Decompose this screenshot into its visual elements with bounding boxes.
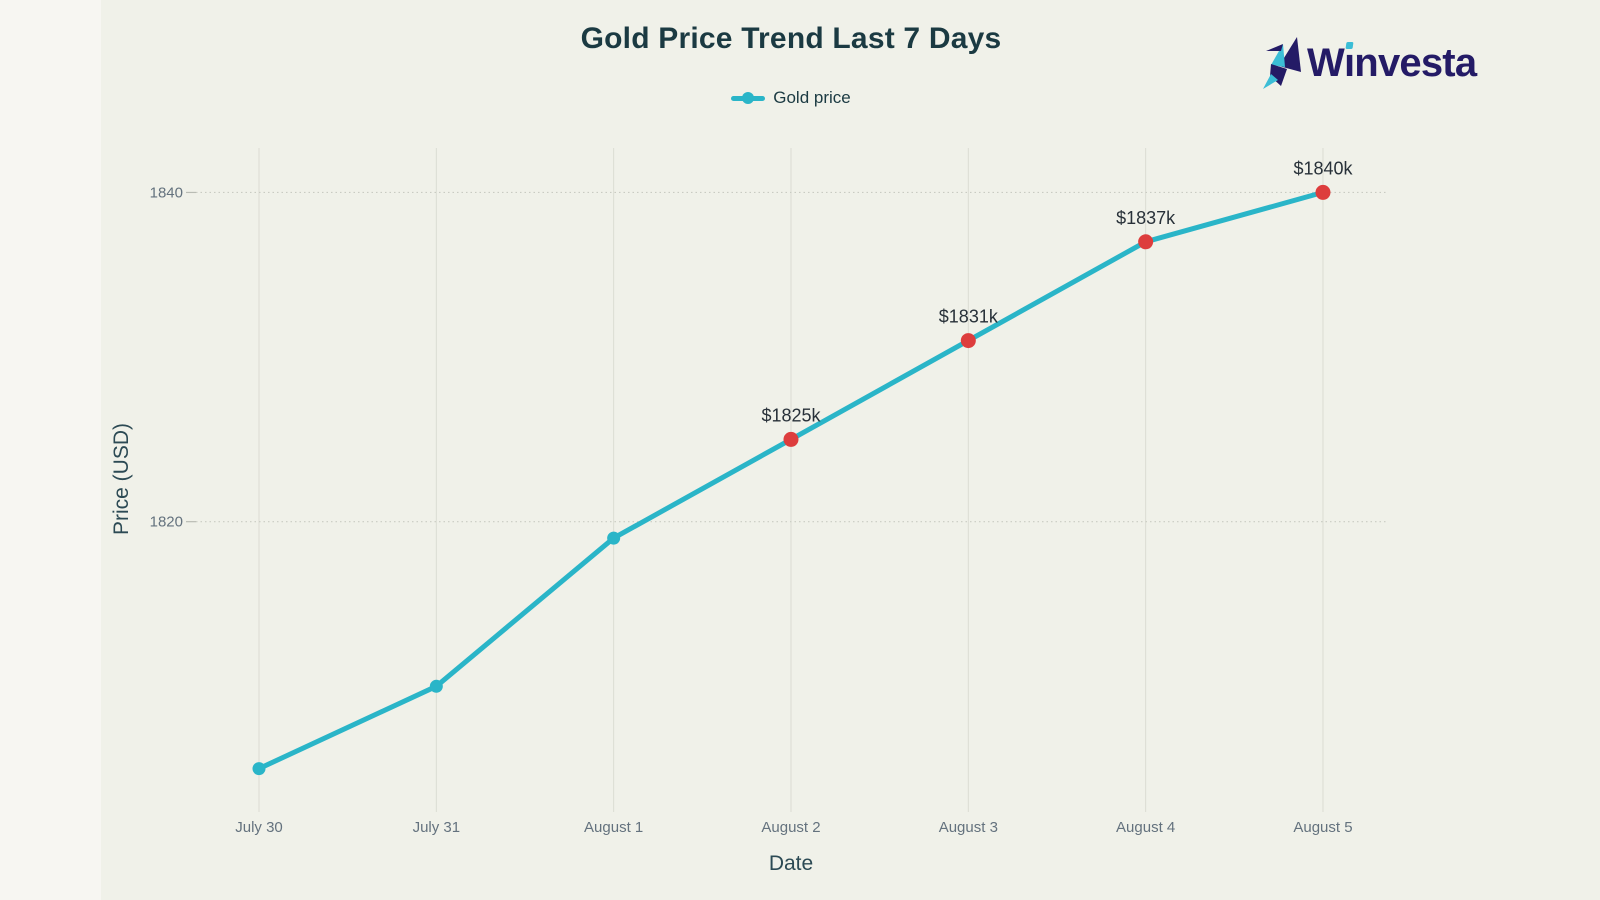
brand-letter-i: ı bbox=[1343, 41, 1355, 85]
data-point[interactable] bbox=[607, 531, 621, 545]
origami-bird-icon bbox=[1263, 37, 1301, 89]
data-point-label: $1831k bbox=[939, 307, 999, 327]
data-point-highlighted[interactable] bbox=[1138, 234, 1154, 250]
x-tick-label: August 5 bbox=[1293, 819, 1352, 836]
x-tick-label: August 3 bbox=[939, 819, 998, 836]
data-point[interactable] bbox=[429, 679, 443, 693]
x-tick-label: August 2 bbox=[761, 819, 820, 836]
brand-name: Wı nvesta bbox=[1307, 34, 1477, 92]
x-tick-label: July 30 bbox=[235, 819, 283, 836]
legend-line-marker-icon bbox=[731, 92, 766, 104]
data-point[interactable] bbox=[252, 762, 266, 776]
y-tick-label: 1820 bbox=[150, 514, 183, 531]
y-axis-title: Price (USD) bbox=[110, 422, 133, 536]
legend-dot-icon bbox=[742, 92, 755, 104]
legend-item-gold-price[interactable]: Gold price bbox=[0, 88, 1582, 108]
legend-label: Gold price bbox=[773, 88, 851, 107]
data-point-label: $1840k bbox=[1293, 158, 1353, 178]
left-margin-band bbox=[0, 0, 101, 900]
y-tick-label: 1840 bbox=[150, 184, 183, 201]
x-axis-title: Date bbox=[768, 852, 814, 875]
x-tick-label: August 1 bbox=[584, 819, 643, 836]
data-point-highlighted[interactable] bbox=[1315, 184, 1331, 200]
winvesta-logo: Wı nvesta bbox=[1243, 32, 1477, 92]
data-point-label: $1825k bbox=[761, 405, 821, 425]
data-point-highlighted[interactable] bbox=[783, 431, 799, 447]
data-point-label: $1837k bbox=[1116, 208, 1176, 228]
chart-title: Gold Price Trend Last 7 Days bbox=[580, 22, 1002, 55]
data-point-highlighted[interactable] bbox=[960, 333, 976, 349]
x-tick-label: July 31 bbox=[413, 819, 461, 836]
x-tick-label: August 4 bbox=[1116, 819, 1175, 836]
